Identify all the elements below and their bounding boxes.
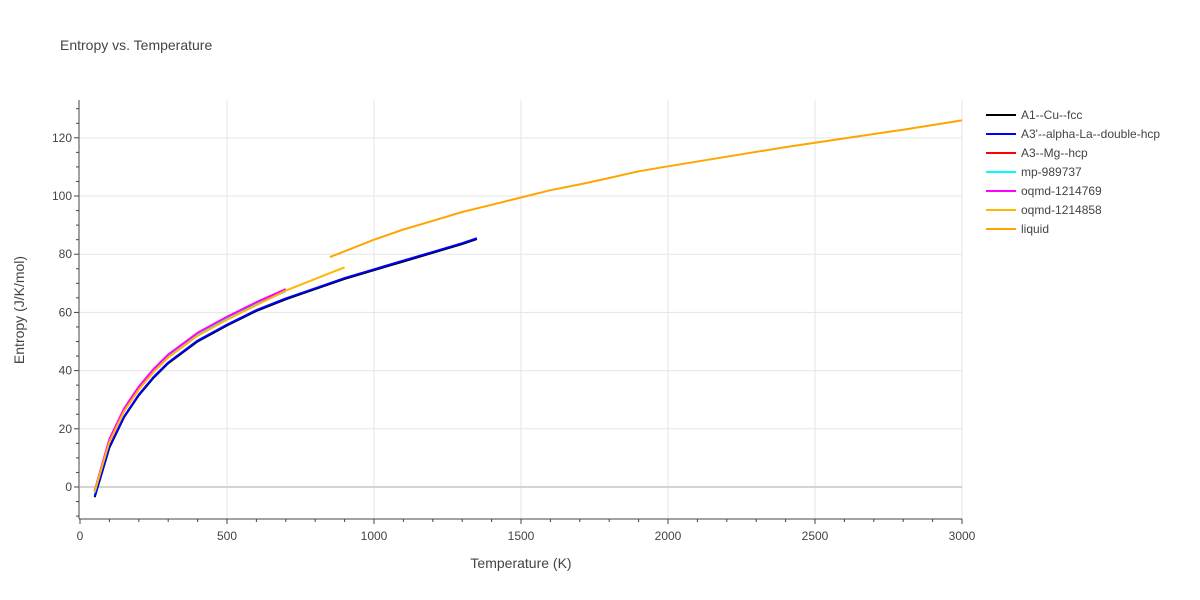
y-tick-label: 60 — [59, 305, 73, 319]
x-tick-label: 2000 — [655, 529, 682, 543]
series-line-0 — [93, 238, 478, 498]
legend-item[interactable]: A1--Cu--fcc — [986, 108, 1082, 122]
legend-label: oqmd-1214769 — [1021, 184, 1102, 198]
series-layer — [93, 119, 963, 498]
series-line-1 — [93, 237, 478, 497]
x-tick-label: 500 — [217, 529, 237, 543]
x-tick-label: 1500 — [508, 529, 535, 543]
y-tick-label: 0 — [65, 480, 72, 494]
series-line-4 — [93, 288, 287, 491]
legend-item[interactable]: liquid — [986, 222, 1049, 236]
legend: A1--Cu--fcc A3'--alpha-La--double-hcp A3--… — [986, 108, 1160, 236]
labels-layer: Entropy vs. Temperature Temperature (K) … — [11, 37, 572, 571]
grid-layer — [80, 100, 963, 519]
x-axis-title: Temperature (K) — [470, 555, 571, 571]
legend-item[interactable]: oqmd-1214858 — [986, 203, 1102, 217]
y-tick-label: 100 — [52, 189, 72, 203]
y-axis-title: Entropy (J/K/mol) — [11, 256, 27, 364]
legend-item[interactable]: A3'--alpha-La--double-hcp — [986, 127, 1160, 141]
series-line-6 — [329, 119, 963, 259]
legend-label: oqmd-1214858 — [1021, 203, 1102, 217]
legend-item[interactable]: mp-989737 — [986, 165, 1082, 179]
y-tick-label: 120 — [52, 131, 72, 145]
legend-item[interactable]: oqmd-1214769 — [986, 184, 1102, 198]
y-tick-label: 80 — [59, 247, 73, 261]
legend-label: A3'--alpha-La--double-hcp — [1021, 127, 1160, 141]
legend-label: liquid — [1021, 222, 1049, 236]
legend-item[interactable]: A3--Mg--hcp — [986, 146, 1088, 160]
legend-label: mp-989737 — [1021, 165, 1082, 179]
x-tick-label: 3000 — [949, 529, 976, 543]
x-tick-label: 2500 — [802, 529, 829, 543]
legend-label: A1--Cu--fcc — [1021, 108, 1082, 122]
chart-title: Entropy vs. Temperature — [60, 37, 212, 53]
series-line-3 — [93, 290, 287, 493]
legend-label: A3--Mg--hcp — [1021, 146, 1088, 160]
axes-layer: 0 500 1000 1500 2000 2500 3000 0 20 40 60 80 100 120 — [52, 100, 976, 543]
y-tick-label: 20 — [59, 422, 73, 436]
x-tick-label: 1000 — [361, 529, 388, 543]
x-tick-label: 0 — [77, 529, 84, 543]
series-line-5 — [93, 266, 345, 492]
series-line-2 — [93, 289, 287, 492]
y-tick-label: 40 — [59, 364, 73, 378]
